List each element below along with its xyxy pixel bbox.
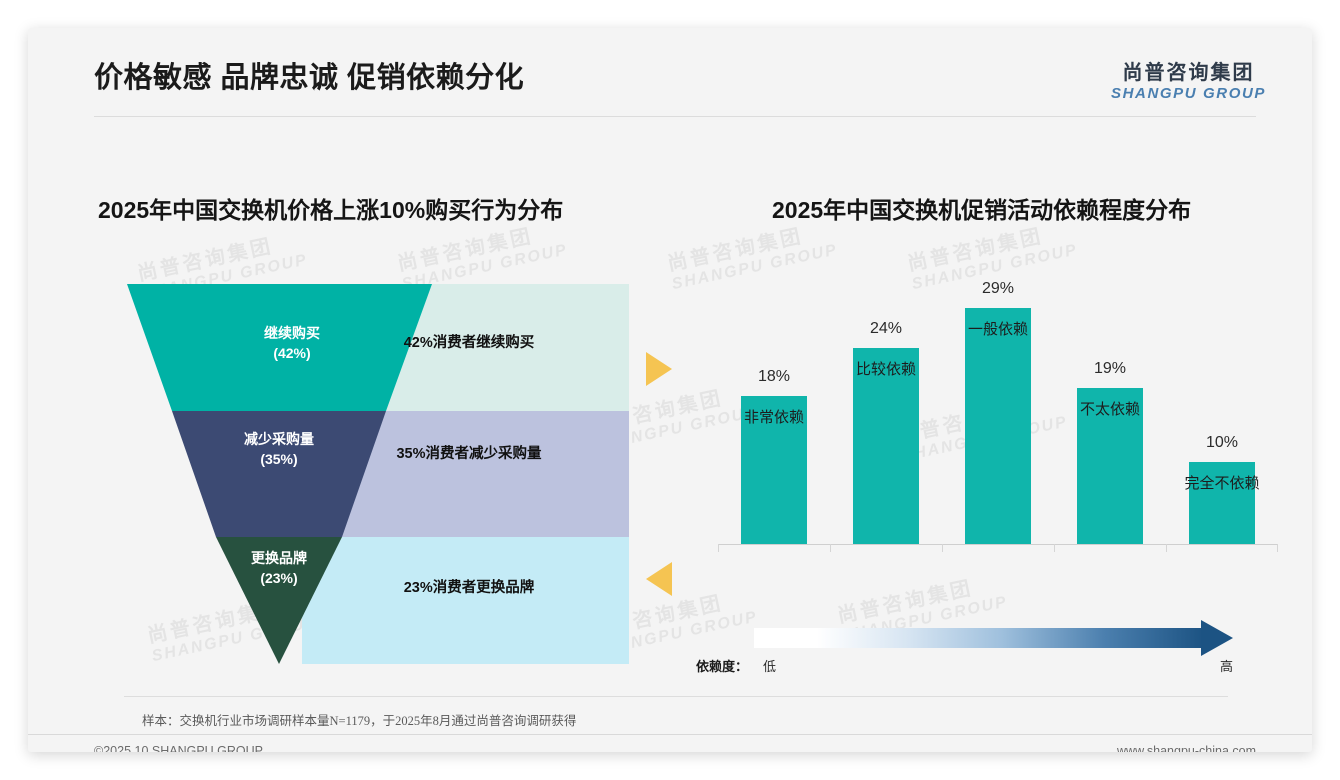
bar-category-1: 比较依赖 [855, 361, 916, 378]
bar-rect-1[interactable] [853, 348, 919, 544]
footer-divider [28, 734, 1312, 735]
logo-text-en: SHANGPU GROUP [1111, 85, 1266, 102]
slide-header: 价格敏感 品牌忠诚 促销依赖分化 尚普咨询集团 SHANGPU GROUP [28, 28, 1312, 117]
funnel-annotation-2: 23%消费者更换品牌 [403, 580, 535, 596]
dependency-gradient-legend: 依赖度： 低 高 [696, 620, 1276, 682]
bar-group-0[interactable]: 18% 非常依赖 [741, 368, 807, 544]
watermark-cn: 尚普咨询集团 [665, 225, 806, 276]
legend-title: 依赖度： [696, 659, 749, 674]
funnel-stage-1 [172, 411, 386, 537]
page-title: 价格敏感 品牌忠诚 促销依赖分化 [94, 62, 525, 94]
funnel-annotation-bg-2 [302, 537, 629, 664]
bar-group-1[interactable]: 24% 比较依赖 [853, 320, 919, 544]
funnel-annotation-1: 35%消费者减少采购量 [396, 446, 542, 462]
arrow-left-icon [646, 562, 672, 596]
bar-rect-2[interactable] [965, 308, 1031, 544]
company-logo: 尚普咨询集团 SHANGPU GROUP [1111, 62, 1266, 103]
slide-canvas: 尚普咨询集团 SHANGPU GROUP 尚普咨询集团 SHANGPU GROU… [28, 28, 1312, 752]
bar-category-2: 一般依赖 [967, 321, 1028, 338]
footnote-text: 样本：交换机行业市场调研样本量N=1179，于2025年8月通过尚普咨询调研获得 [142, 714, 577, 728]
arrow-right-icon [646, 352, 672, 386]
bar-value-0: 18% [757, 368, 791, 385]
bar-group-4[interactable]: 10% 完全不依赖 [1184, 434, 1260, 544]
funnel-annotation-0: 42%消费者继续购买 [403, 335, 535, 351]
bar-group-2[interactable]: 29% 一般依赖 [965, 280, 1031, 544]
bar-value-4: 10% [1205, 434, 1239, 451]
bar-category-4: 完全不依赖 [1184, 475, 1260, 492]
bar-rect-3[interactable] [1077, 388, 1143, 544]
bar-rect-4[interactable] [1189, 462, 1255, 544]
bar-value-2: 29% [981, 280, 1015, 297]
funnel-chart: 继续购买 (42%) 减少采购量 (35%) 更换品牌 (23%) 42%消费者… [124, 284, 629, 664]
gradient-arrowhead-icon [1201, 620, 1233, 656]
left-chart-title: 2025年中国交换机价格上涨10%购买行为分布 [98, 197, 564, 223]
bar-rect-0[interactable] [741, 396, 807, 544]
bar-chart: 18% 非常依赖 24% 比较依赖 29% 一般依赖 19% 不太依赖 10% … [718, 278, 1278, 598]
bar-group-3[interactable]: 19% 不太依赖 [1077, 360, 1143, 544]
legend-high-label: 高 [1220, 659, 1234, 674]
watermark-cn: 尚普咨询集团 [905, 225, 1046, 276]
bar-value-3: 19% [1093, 360, 1127, 377]
header-divider [94, 116, 1256, 117]
gradient-bar [754, 628, 1204, 648]
footer-website[interactable]: www.shangpu-china.com [1117, 744, 1256, 752]
footer-copyright: ©2025.10 SHANGPU GROUP [94, 744, 263, 752]
footnote-divider [124, 696, 1228, 697]
funnel-stage-2 [216, 537, 342, 664]
logo-text-cn: 尚普咨询集团 [1122, 62, 1255, 84]
bar-value-1: 24% [869, 320, 903, 337]
legend-low-label: 低 [763, 659, 777, 674]
funnel-stage-0 [127, 284, 432, 411]
bar-category-0: 非常依赖 [743, 409, 804, 426]
watermark-cn: 尚普咨询集团 [395, 225, 536, 276]
bar-category-3: 不太依赖 [1079, 401, 1140, 418]
x-axis-line [718, 544, 1278, 545]
funnel-svg [127, 284, 629, 664]
right-chart-title: 2025年中国交换机促销活动依赖程度分布 [772, 197, 1192, 223]
watermark-cn: 尚普咨询集团 [135, 235, 276, 286]
